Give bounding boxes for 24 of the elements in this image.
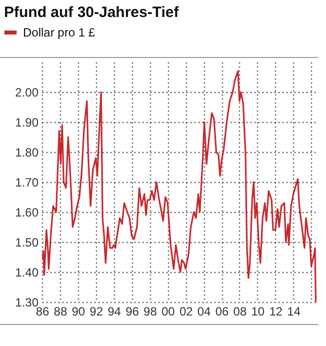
- y-tick-label: 1.70: [15, 176, 39, 190]
- x-tick-label: 06: [215, 304, 230, 318]
- x-tick-label: 98: [144, 304, 158, 318]
- y-tick-label: 1.60: [15, 206, 39, 220]
- y-tick-label: 1.90: [15, 116, 39, 130]
- x-tick-label: 94: [108, 304, 122, 318]
- y-tick-label: 1.40: [15, 266, 39, 280]
- y-tick-label: 2.00: [15, 86, 39, 100]
- x-tick-label: 86: [36, 304, 50, 318]
- y-tick-label: 1.50: [15, 236, 39, 250]
- x-tick-label: 12: [269, 304, 283, 318]
- x-tick-label: 08: [233, 304, 247, 318]
- x-tick-label: 14: [287, 304, 301, 318]
- chart-title: Pfund auf 30-Jahres-Tief: [4, 4, 180, 21]
- legend-label: Dollar pro 1 £: [23, 26, 96, 40]
- y-tick-label: 1.80: [15, 146, 39, 160]
- x-tick-label: 90: [72, 304, 86, 318]
- x-tick-label: 00: [161, 304, 176, 318]
- x-tick-label: 88: [54, 304, 68, 318]
- x-tick-label: 04: [197, 304, 212, 318]
- x-tick-label: 92: [90, 304, 104, 318]
- x-tick-label: 96: [126, 304, 140, 318]
- x-tick-label: 10: [251, 304, 265, 318]
- x-tick-label: 02: [179, 304, 194, 318]
